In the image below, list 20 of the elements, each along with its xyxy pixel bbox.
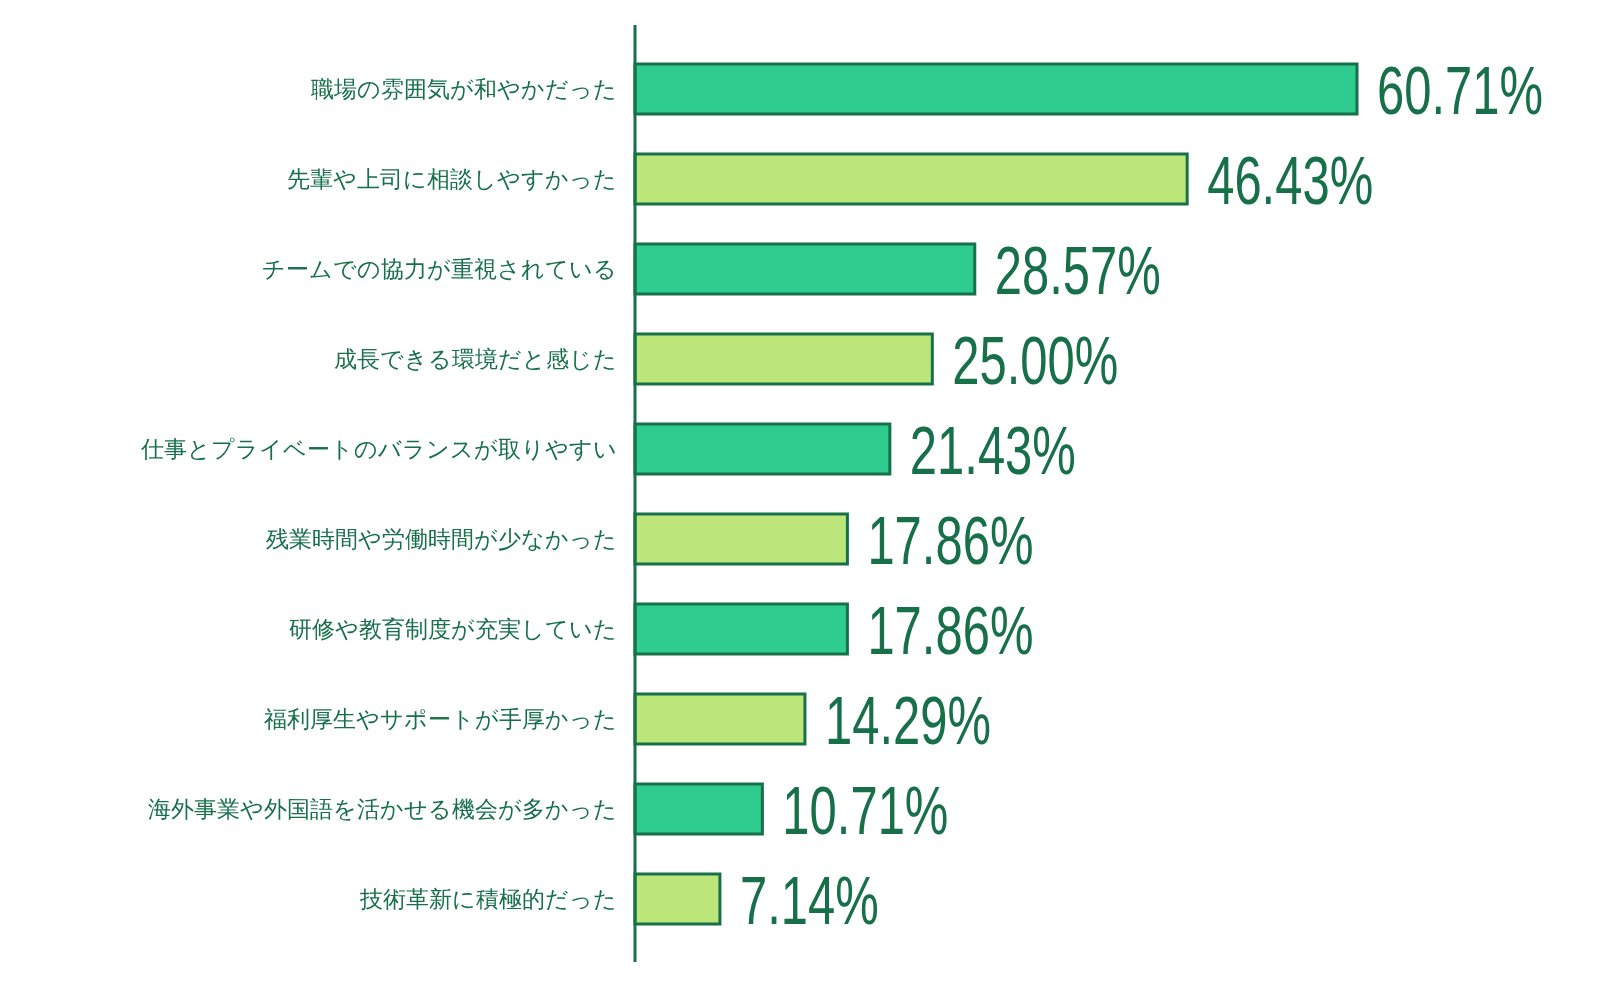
- data-label: 21.43%: [909, 412, 1076, 489]
- y-tick-label: 成長できる環境だと感じた: [334, 346, 617, 372]
- y-tick-label: 海外事業や外国語を活かせる機会が多かった: [148, 796, 617, 822]
- data-label: 25.00%: [952, 322, 1119, 399]
- data-label: 17.86%: [867, 502, 1034, 579]
- y-tick-label: 残業時間や労働時間が少なかった: [266, 526, 617, 552]
- data-label: 60.71%: [1377, 52, 1544, 129]
- data-label: 28.57%: [994, 232, 1161, 309]
- y-tick-label: 職場の雰囲気が和やかだった: [311, 76, 617, 102]
- y-tick-label: 仕事とプライベートのバランスが取りやすい: [140, 436, 617, 462]
- y-tick-label: 技術革新に積極的だった: [359, 886, 617, 912]
- y-tick-label: 先輩や上司に相談しやすかった: [287, 166, 617, 192]
- data-label: 10.71%: [782, 772, 949, 849]
- y-tick-label: 福利厚生やサポートが手厚かった: [264, 706, 617, 732]
- data-label: 17.86%: [867, 592, 1034, 669]
- data-label: 14.29%: [824, 682, 991, 759]
- data-label: 46.43%: [1207, 142, 1374, 219]
- data-label: 7.14%: [739, 862, 879, 939]
- y-tick-label: チームでの協力が重視されている: [262, 256, 617, 282]
- y-tick-label: 研修や教育制度が充実していた: [289, 616, 617, 642]
